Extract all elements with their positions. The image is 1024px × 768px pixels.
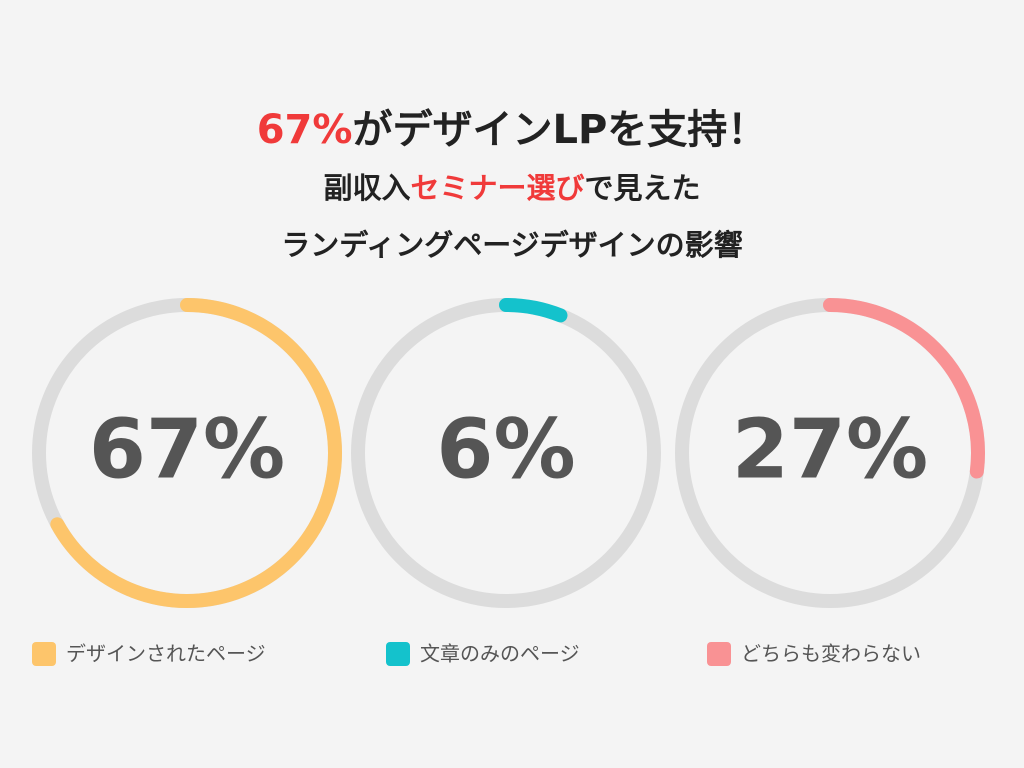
value-label: 27% <box>732 402 928 497</box>
legend-label: デザインされたページ <box>66 642 266 666</box>
gauge-arc <box>499 298 568 323</box>
legend-swatch <box>386 642 410 666</box>
legend-label: どちらも変わらない <box>741 642 921 666</box>
title-part: がデザインLPを支持！ <box>352 107 767 153</box>
legend-swatch <box>707 642 731 666</box>
value-label: 67% <box>89 402 285 497</box>
title-part: 67% <box>257 107 353 153</box>
subtitle-part: セミナー選び <box>410 171 584 205</box>
subtitle: ランディングページデザインの影響 <box>281 228 742 262</box>
subtitle-part: ランディングページデザインの影響 <box>281 228 742 262</box>
subtitle: 副収入セミナー選びで見えた <box>323 171 700 205</box>
title: 67%がデザインLPを支持！ <box>257 107 768 153</box>
subtitle-part: 副収入 <box>323 171 410 205</box>
gauge-arc <box>50 298 342 608</box>
legend-label: 文章のみのページ <box>420 642 580 666</box>
value-label: 6% <box>436 402 575 497</box>
gauge-arc <box>823 298 985 479</box>
subtitle-part: で見えた <box>585 171 701 205</box>
legend-swatch <box>32 642 56 666</box>
